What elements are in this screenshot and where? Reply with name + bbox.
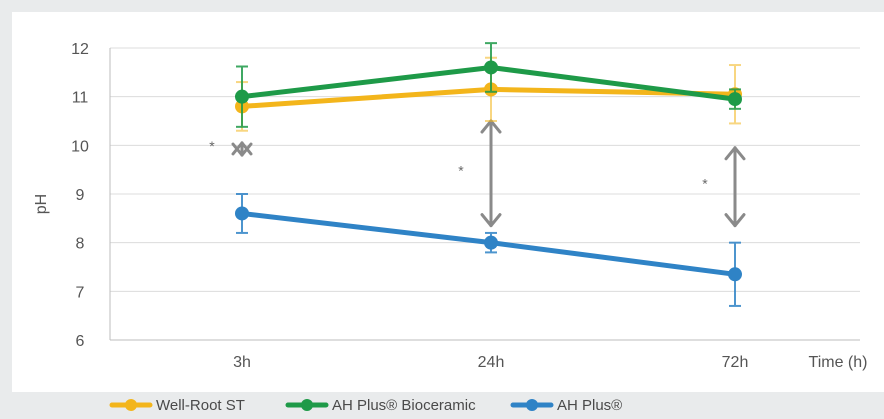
y-tick-label: 11	[72, 90, 89, 107]
legend-swatch-marker	[526, 399, 538, 411]
legend-item: AH Plus®	[510, 397, 622, 414]
y-tick-label: 12	[71, 41, 89, 58]
arrow-head-up	[724, 146, 746, 161]
y-tick-label: 7	[76, 284, 85, 301]
significance-asterisk: *	[209, 138, 215, 154]
legend-item: Well-Root ST	[109, 397, 245, 414]
legend: Well-Root ST AH Plus® Bioceramic AH Plus®	[109, 397, 622, 414]
series-1	[235, 42, 742, 128]
data-series	[235, 42, 742, 307]
plot-panel	[12, 12, 884, 392]
data-point	[235, 206, 249, 221]
legend-swatch-marker	[301, 399, 313, 411]
arrow-head-down	[724, 213, 746, 228]
significance-asterisk: *	[702, 176, 708, 192]
significance-asterisk: *	[458, 162, 464, 178]
y-tick-label: 10	[71, 138, 89, 155]
arrow-head-down	[231, 142, 253, 157]
tick-labels: 6 7 8 9 10 11 12 3h 24h 72h	[71, 41, 748, 371]
data-point	[728, 92, 742, 107]
arrow-head-up	[231, 141, 253, 156]
x-tick-label: 3h	[233, 354, 251, 371]
series-2	[235, 193, 742, 307]
data-point	[484, 235, 498, 250]
y-tick-label: 9	[76, 187, 85, 204]
arrow-head-down	[480, 213, 502, 228]
data-point	[728, 267, 742, 282]
legend-label: AH Plus® Bioceramic	[332, 397, 476, 414]
x-tick-label: 24h	[478, 354, 505, 371]
y-axis-label: pH	[33, 194, 50, 214]
y-tick-label: 6	[76, 333, 85, 350]
x-axis-label: Time (h)	[809, 354, 868, 371]
legend-label: AH Plus®	[557, 397, 622, 414]
significance-arrow: *	[209, 138, 253, 157]
significance-arrow: *	[702, 146, 746, 228]
data-point	[235, 89, 249, 104]
x-tick-label: 72h	[722, 354, 749, 371]
legend-item: AH Plus® Bioceramic	[285, 397, 476, 414]
data-point	[484, 60, 498, 75]
y-tick-label: 8	[76, 236, 85, 253]
axes: pH Time (h)	[33, 48, 867, 371]
legend-swatch-marker	[125, 399, 137, 411]
legend-label: Well-Root ST	[156, 397, 245, 414]
